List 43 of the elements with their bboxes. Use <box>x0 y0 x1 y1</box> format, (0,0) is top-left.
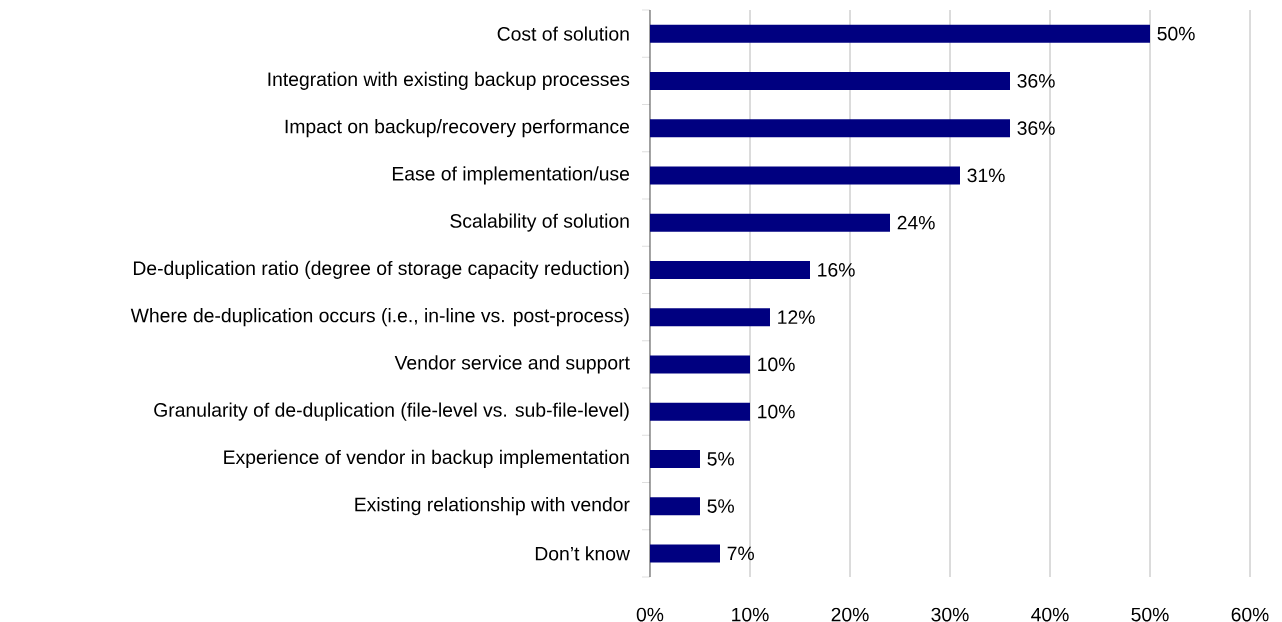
data-label: 36% <box>1017 121 1055 135</box>
x-tick-label: 0% <box>636 607 664 622</box>
y-tick-label: Granularity of de-duplication (file-level vs. sub-file-level) <box>154 402 629 421</box>
y-tick-label: Don’t know <box>535 546 630 561</box>
data-label: 10% <box>758 404 795 419</box>
y-tick-label: Vendor service and support <box>394 355 630 374</box>
x-tick-label: 30% <box>931 607 969 622</box>
data-label: 5% <box>707 452 734 466</box>
x-tick-label: 60% <box>1231 607 1269 622</box>
bar <box>650 166 960 185</box>
bar <box>650 24 1151 43</box>
data-label: 7% <box>727 546 754 561</box>
data-label: 31% <box>967 168 1005 183</box>
data-label: 16% <box>818 263 855 277</box>
y-tick-label: Experience of vendor in backup implementation <box>224 449 629 468</box>
data-label: 5% <box>707 499 734 513</box>
y-tick-label: Cost of solution <box>497 26 629 41</box>
x-tick-label: 10% <box>732 607 769 622</box>
y-tick-label: De-duplication ratio (degree of storage capacity reduction) <box>133 260 629 279</box>
bar <box>650 449 700 468</box>
data-label: 12% <box>778 310 815 324</box>
bar <box>650 213 890 232</box>
y-tick-label: Existing relationship with vendor <box>355 497 630 516</box>
bar <box>650 355 750 374</box>
bar <box>650 119 1010 138</box>
y-tick-label: Where de-duplication occurs (i.e., in-line vs. post-process) <box>130 308 629 327</box>
data-label: 36% <box>1017 74 1055 88</box>
y-tick-label: Scalability of solution <box>450 213 629 232</box>
bar <box>650 497 700 516</box>
data-label: 24% <box>897 215 935 230</box>
bar <box>650 544 720 563</box>
x-tick-label: 20% <box>831 607 869 622</box>
data-label: 50% <box>1157 26 1195 41</box>
y-tick-label: Integration with existing backup processes <box>268 71 630 90</box>
x-tick-label: 50% <box>1131 607 1169 622</box>
x-tick-label: 40% <box>1031 607 1069 622</box>
y-tick-label: Ease of implementation/use <box>392 166 630 185</box>
data-label: 10% <box>758 357 795 372</box>
bar <box>650 71 1010 90</box>
y-tick-label: Impact on backup/recovery performance <box>285 119 630 138</box>
bar <box>650 308 770 327</box>
bar <box>650 402 750 421</box>
bar <box>650 260 810 279</box>
